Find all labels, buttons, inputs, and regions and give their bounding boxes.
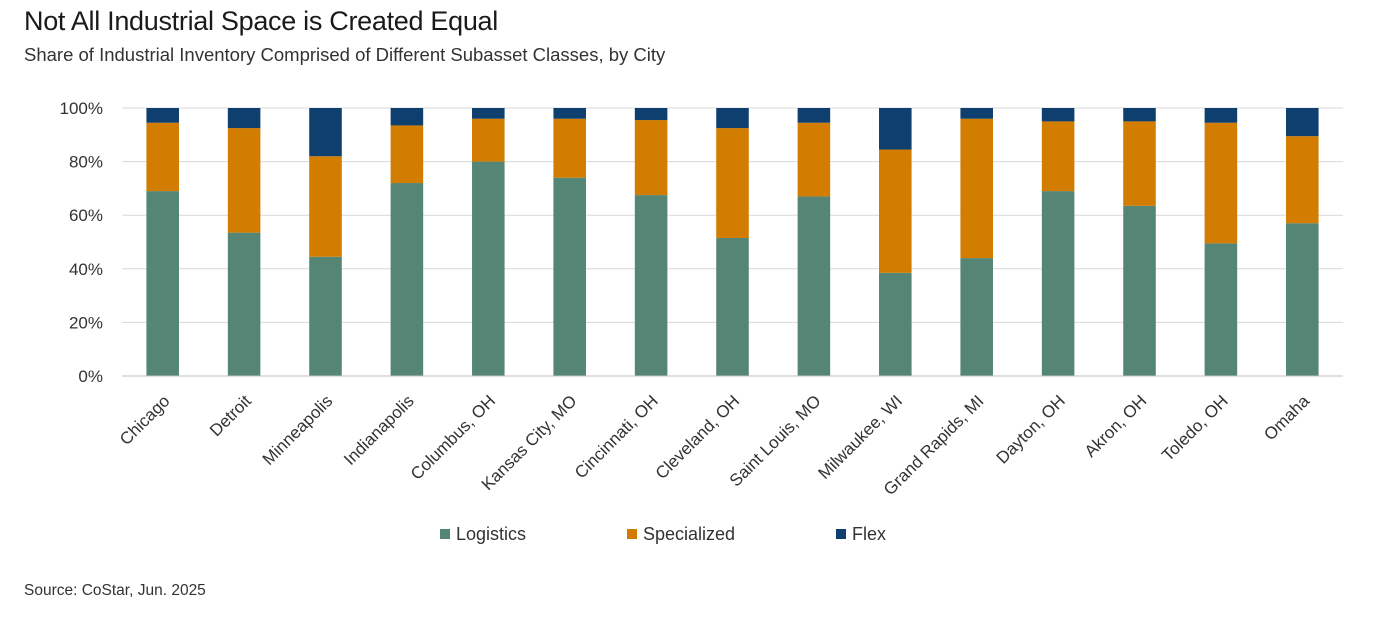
bar-logistics xyxy=(1041,191,1075,376)
legend-swatch-logistics xyxy=(440,529,450,539)
x-tick-label: Akron, OH xyxy=(1081,391,1151,461)
bar-specialized xyxy=(634,120,668,196)
bar-flex xyxy=(390,108,424,126)
bar-specialized xyxy=(879,149,912,273)
bar-flex xyxy=(1286,108,1319,137)
x-tick-label: Minneapolis xyxy=(259,391,337,469)
x-tick-label: Cincinnati, OH xyxy=(571,391,662,482)
bars xyxy=(146,108,1319,376)
legend-label: Logistics xyxy=(456,524,526,544)
bar-specialized xyxy=(146,122,179,192)
bar-flex xyxy=(960,108,993,119)
bar-flex xyxy=(634,108,668,121)
bar-specialized xyxy=(390,125,424,184)
bar-logistics xyxy=(797,196,831,376)
legend-swatch-flex xyxy=(836,529,846,539)
x-tick-label: Columbus, OH xyxy=(407,391,499,483)
bar-flex xyxy=(879,108,912,150)
y-tick-label: 80% xyxy=(69,153,103,172)
bar-specialized xyxy=(1286,136,1319,224)
legend-label: Flex xyxy=(852,524,886,544)
x-tick-label: Omaha xyxy=(1260,391,1313,444)
bar-specialized xyxy=(716,128,749,238)
chart-title: Not All Industrial Space is Created Equa… xyxy=(24,6,498,36)
bar-logistics xyxy=(472,161,505,376)
y-tick-label: 40% xyxy=(69,260,103,279)
bar-flex xyxy=(553,108,586,119)
bar-flex xyxy=(1041,108,1075,122)
bar-specialized xyxy=(960,118,993,259)
bar-logistics xyxy=(1204,243,1238,376)
x-tick-label: Detroit xyxy=(206,391,255,440)
x-tick-label: Dayton, OH xyxy=(993,391,1069,467)
y-axis-ticks: 0% 20% 40% 60% 80% 100% xyxy=(60,99,103,386)
bar-logistics xyxy=(390,183,424,376)
bar-specialized xyxy=(227,128,261,233)
bar-flex xyxy=(472,108,505,119)
bar-logistics xyxy=(960,258,993,376)
bar-flex xyxy=(1204,108,1238,123)
x-tick-label: Toledo, OH xyxy=(1158,391,1232,465)
y-tick-label: 20% xyxy=(69,313,103,332)
bar-specialized xyxy=(472,118,505,162)
bar-flex xyxy=(227,108,261,129)
x-tick-label: Milwaukee, WI xyxy=(815,391,907,483)
bar-specialized xyxy=(1123,121,1156,206)
legend-label: Specialized xyxy=(643,524,735,544)
bar-flex xyxy=(309,108,342,157)
x-tick-label: Cleveland, OH xyxy=(652,391,744,483)
chart-subtitle: Share of Industrial Inventory Comprised … xyxy=(24,44,666,65)
y-tick-label: 100% xyxy=(60,99,103,118)
source-note: Source: CoStar, Jun. 2025 xyxy=(24,582,206,599)
bar-specialized xyxy=(1204,122,1238,244)
x-tick-label: Chicago xyxy=(116,391,174,449)
y-tick-label: 0% xyxy=(78,367,103,386)
x-axis-labels: Chicago Detroit Minneapolis IndianapolisCol… xyxy=(116,391,1314,499)
bar-logistics xyxy=(227,232,261,376)
bar-flex xyxy=(797,108,831,123)
bar-specialized xyxy=(309,156,342,257)
bar-flex xyxy=(146,108,179,123)
bar-logistics xyxy=(1286,223,1319,376)
y-tick-label: 60% xyxy=(69,206,103,225)
bar-flex xyxy=(716,108,749,129)
bar-logistics xyxy=(716,237,749,376)
bar-logistics xyxy=(309,256,342,376)
legend-swatch-specialized xyxy=(627,529,637,539)
bar-logistics xyxy=(1123,205,1156,376)
bar-logistics xyxy=(553,177,586,376)
bar-logistics xyxy=(146,191,179,376)
bar-specialized xyxy=(1041,121,1075,192)
bar-specialized xyxy=(797,122,831,197)
x-tick-label: Indianapolis xyxy=(340,391,418,469)
bar-specialized xyxy=(553,118,586,178)
legend: Logistics Specialized Flex xyxy=(440,524,886,544)
bar-flex xyxy=(1123,108,1156,122)
bar-logistics xyxy=(634,195,668,376)
bar-logistics xyxy=(879,272,912,376)
